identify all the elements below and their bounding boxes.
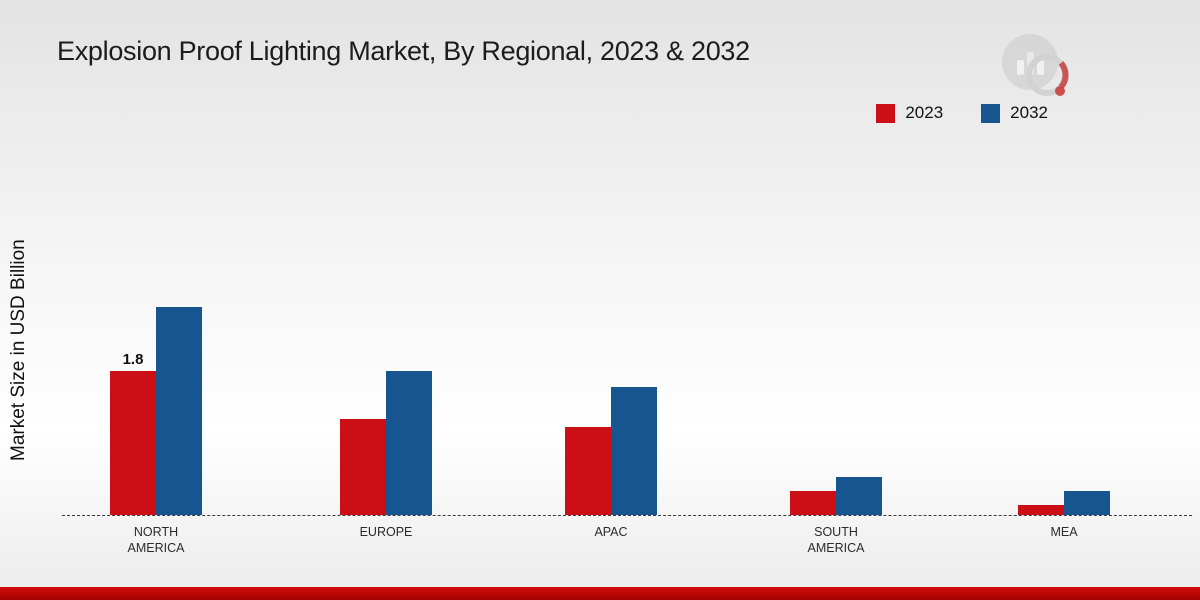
bar-wrap — [340, 419, 386, 515]
bar-group-south-america: SOUTH AMERICA — [790, 477, 882, 555]
bar-wrap — [1018, 505, 1064, 515]
bar-wrap — [386, 371, 432, 515]
bar-wrap: 1.8 — [110, 351, 156, 515]
bar-2032-europe — [386, 371, 432, 515]
category-label-europe: EUROPE — [359, 525, 413, 539]
chart-title: Explosion Proof Lighting Market, By Regi… — [57, 36, 750, 66]
category-label-mea: MEA — [1050, 525, 1078, 539]
bar-group-north-america: 1.8 NORTH AMERICA — [110, 307, 202, 555]
bar-value-label: 1.8 — [122, 351, 144, 368]
chart-legend: 2023 2032 — [876, 103, 1048, 123]
category-label-south-america: SOUTH AMERICA — [807, 525, 865, 556]
x-axis-baseline — [62, 515, 1192, 516]
bar-2023-south-america — [790, 491, 836, 515]
category-label-north-america: NORTH AMERICA — [127, 525, 185, 556]
watermark-logo-graphic — [1002, 34, 1069, 96]
legend-swatch-2032 — [981, 103, 1001, 123]
legend-item-2023: 2023 — [876, 103, 943, 123]
bar-wrap — [565, 427, 611, 515]
bar-2023-mea — [1018, 505, 1064, 515]
legend-label-2023: 2023 — [905, 103, 944, 122]
bar-2023-europe — [340, 419, 386, 515]
category-label-apac: APAC — [594, 525, 628, 539]
plot-area: 1.8 NORTH AMERICA EUROPE APAC SOUTH AMERICA M… — [0, 150, 1200, 555]
bar-group-mea: MEA — [1018, 491, 1110, 539]
bar-group-europe: EUROPE — [340, 371, 432, 539]
bar-2023-apac — [565, 427, 611, 515]
bar-2032-apac — [611, 387, 657, 515]
bar-2032-south-america — [836, 477, 882, 515]
legend-item-2032: 2032 — [981, 103, 1048, 123]
bar-wrap — [790, 491, 836, 515]
bar-group-apac: APAC — [565, 387, 657, 539]
bar-2032-north-america — [156, 307, 202, 515]
bar-wrap — [836, 477, 882, 515]
bar-wrap — [156, 307, 202, 515]
bottom-accent-strip — [0, 587, 1200, 600]
bar-wrap — [1064, 491, 1110, 515]
bar-wrap — [611, 387, 657, 515]
legend-swatch-2023 — [876, 103, 896, 123]
legend-label-2032: 2032 — [1010, 103, 1048, 122]
watermark-logo — [998, 30, 1082, 114]
bar-2023-north-america — [110, 371, 156, 515]
bar-2032-mea — [1064, 491, 1110, 515]
